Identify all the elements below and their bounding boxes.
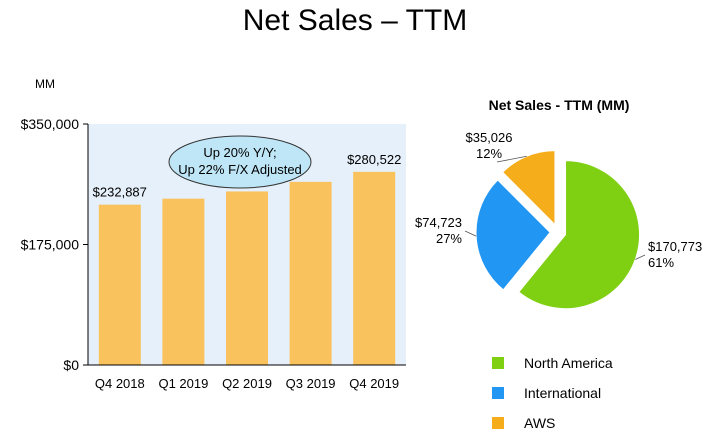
callout-line-1: Up 20% Y/Y;	[203, 145, 276, 160]
pie-slice	[501, 150, 556, 226]
legend-label: AWS	[524, 415, 555, 431]
y-tick-label: $175,000	[21, 237, 80, 253]
pie-percent-label: 61%	[648, 255, 674, 270]
bar	[162, 198, 205, 365]
page-title: Net Sales – TTM	[242, 4, 468, 37]
pie-legend: North America International AWS	[492, 355, 613, 431]
pie-value-label: $35,026	[466, 130, 513, 145]
pie-value-label: $74,723	[415, 215, 462, 230]
legend-swatch	[492, 387, 504, 399]
pie-leader-line	[496, 155, 527, 163]
pie-title: Net Sales - TTM (MM)	[489, 97, 630, 113]
legend-swatch	[492, 357, 504, 369]
legend-swatch	[492, 417, 504, 429]
pie-leader-line	[635, 254, 646, 260]
callout-ellipse	[168, 135, 312, 189]
pie-percent-label: 12%	[476, 146, 502, 161]
bar	[353, 171, 396, 365]
pie-percent-label: 27%	[436, 231, 462, 246]
x-tick-label: Q3 2019	[286, 376, 336, 391]
x-tick-label: Q2 2019	[222, 376, 272, 391]
pie-value-label: $170,773	[648, 239, 702, 254]
bar-value-label: $280,522	[347, 152, 401, 167]
callout-bubble: Up 20% Y/Y; Up 22% F/X Adjusted	[168, 135, 312, 189]
pie-leader-line	[464, 230, 477, 237]
y-tick-label: $0	[63, 357, 79, 373]
bar	[226, 191, 268, 365]
legend-label: International	[524, 385, 601, 401]
bar-value-label: $232,887	[93, 185, 147, 200]
x-tick-label: Q1 2019	[158, 376, 208, 391]
x-tick-label: Q4 2019	[349, 376, 399, 391]
callout-line-2: Up 22% F/X Adjusted	[178, 162, 302, 177]
legend-label: North America	[524, 355, 613, 371]
bar	[98, 204, 141, 365]
x-tick-label: Q4 2018	[95, 376, 145, 391]
y-tick-label: $350,000	[21, 116, 80, 132]
y-units-label: MM	[35, 77, 55, 91]
bar	[289, 181, 332, 365]
bar-chart: Q4 2018 $232,887 Q1 2019 Q2 2019 Q3 2019 Q4 2…	[21, 116, 406, 391]
